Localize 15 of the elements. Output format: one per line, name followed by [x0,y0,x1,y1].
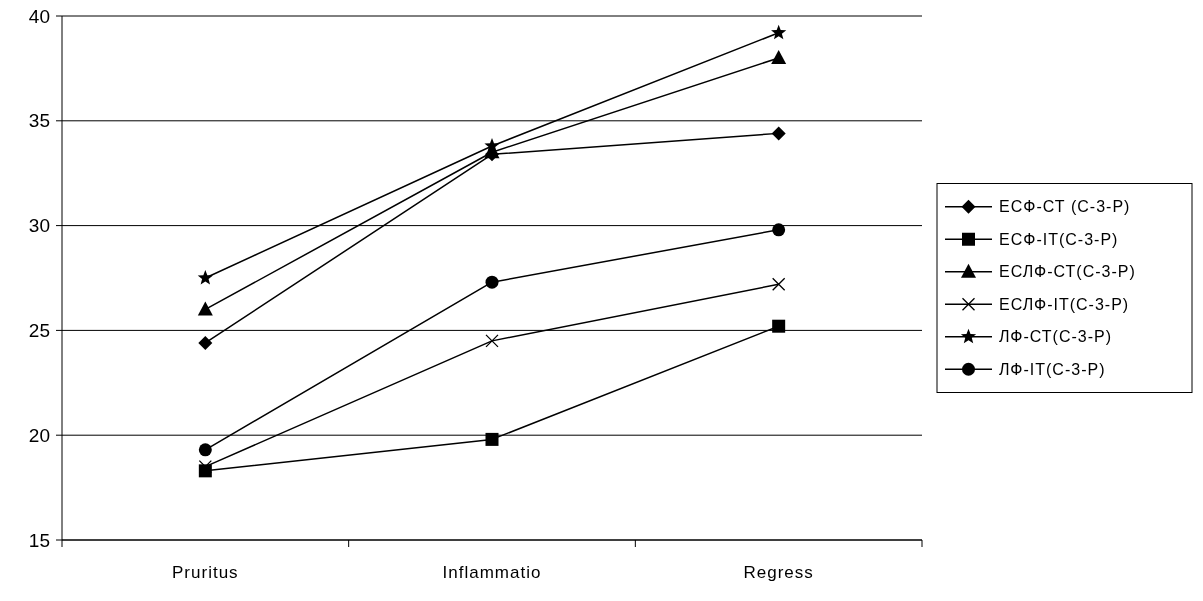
legend-label: ЕСФ-IТ(С-3-Р) [999,230,1119,248]
x-tick-label: Inflammatio [442,563,542,582]
legend-label: ЛФ-СТ(С-3-Р) [999,328,1113,346]
x-tick-label: Pruritus [172,563,239,582]
y-tick-label: 20 [28,424,50,446]
legend-label: ЕСЛФ-СТ(С-3-Р) [999,263,1136,281]
x-tick-label: Regress [743,563,814,582]
y-tick-label: 30 [28,215,50,237]
y-tick-label: 15 [28,529,50,551]
y-tick-label: 40 [28,5,50,27]
y-tick-label: 25 [28,320,50,342]
y-tick-label: 35 [28,110,50,132]
legend-label: ЕСФ-СТ (С-3-Р) [999,198,1131,216]
legend-label: ЕСЛФ-IТ(С-3-Р) [999,295,1130,313]
legend-label: ЛФ-IТ(С-3-Р) [999,360,1106,378]
